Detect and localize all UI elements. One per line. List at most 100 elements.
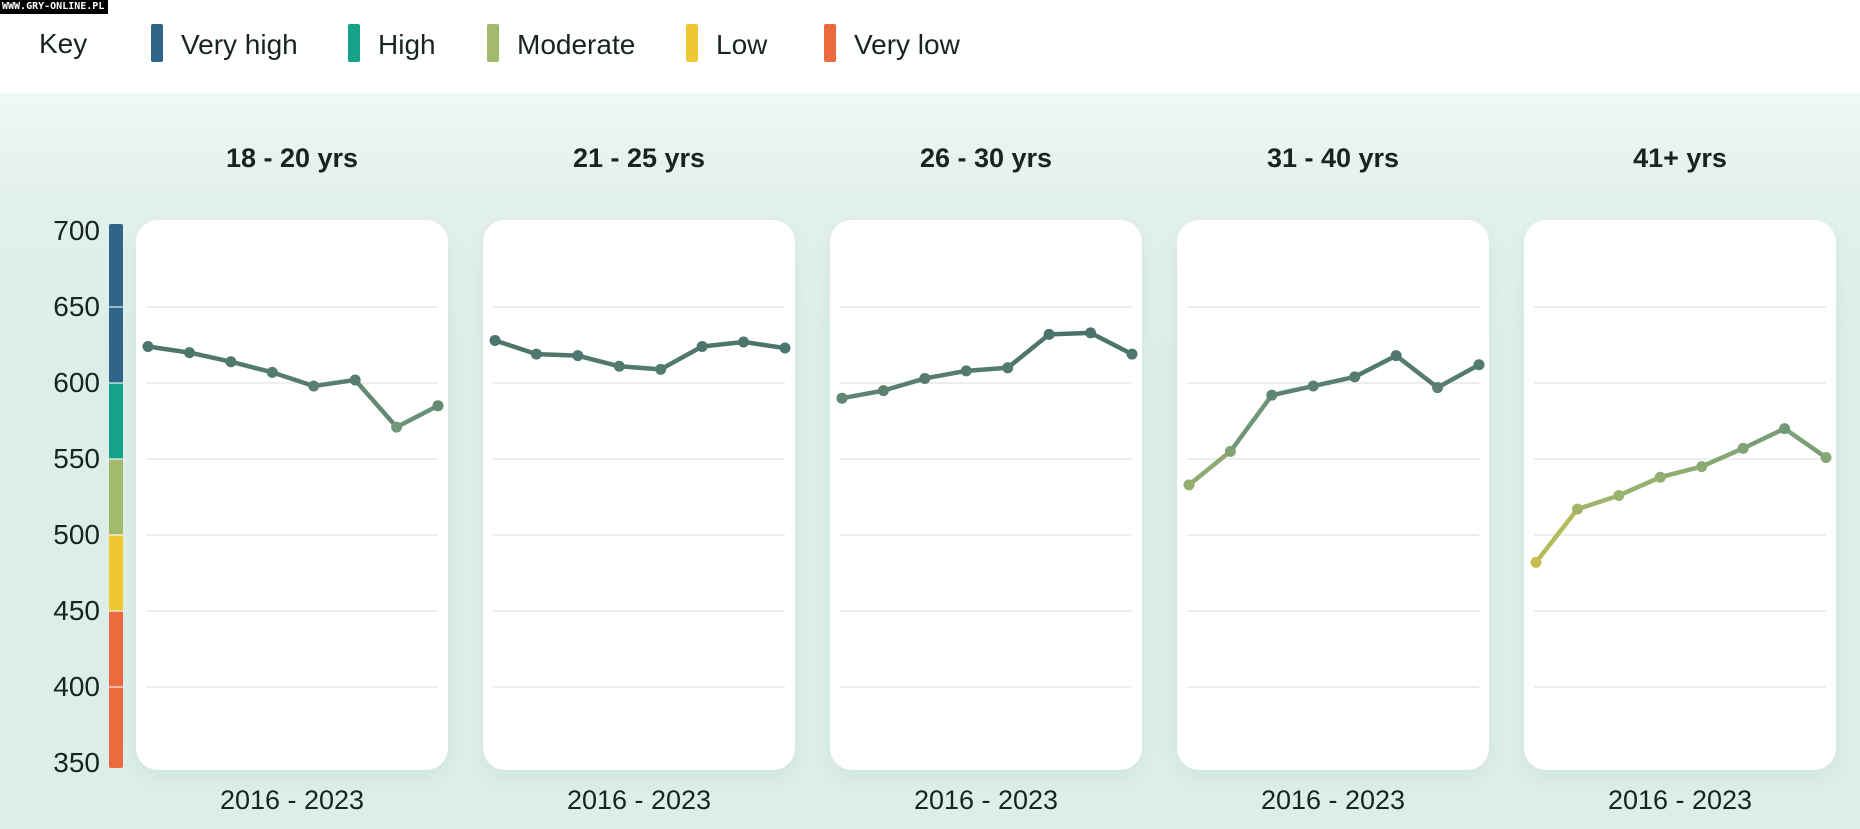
watermark: WWW.GRY-ONLINE.PL	[0, 0, 109, 14]
colorbar-separator	[109, 382, 123, 384]
colorbar-separator	[109, 534, 123, 536]
data-point	[1183, 479, 1195, 491]
data-point	[1266, 389, 1278, 401]
chart-title: 41+ yrs	[1633, 143, 1727, 173]
chart-card	[1177, 220, 1489, 770]
y-axis-tick: 700	[53, 215, 100, 246]
data-point	[1002, 362, 1014, 374]
series-line-segment	[1699, 446, 1746, 469]
y-axis-tick: 400	[53, 671, 100, 702]
key-item-label: High	[378, 29, 436, 60]
series-line-segment	[1088, 330, 1135, 357]
series-line-segment	[1782, 426, 1829, 460]
series-line-segment	[881, 376, 928, 393]
series-line-segment	[1311, 374, 1357, 389]
data-point	[836, 392, 848, 404]
series-line-segment	[658, 344, 705, 372]
data-point	[1571, 503, 1583, 515]
data-point	[919, 372, 931, 384]
y-axis-tick: 500	[53, 519, 100, 550]
key-item-label: Low	[716, 29, 768, 60]
chart-title: 18 - 20 yrs	[225, 143, 359, 173]
series-line-segment	[352, 377, 399, 430]
data-point	[142, 341, 154, 353]
colorbar-separator	[109, 686, 123, 688]
key-swatch	[487, 24, 499, 62]
series-line-segment	[1393, 353, 1440, 390]
series-line-segment	[1658, 464, 1704, 480]
key-item-label: Very high	[181, 29, 298, 60]
colorbar-separator	[109, 458, 123, 460]
key-swatch	[151, 24, 163, 62]
series-line-segment	[270, 370, 316, 389]
chart-svg	[489, 306, 791, 688]
y-axis-tick: 600	[53, 367, 100, 398]
chart-svg	[142, 306, 444, 688]
series-line-segment	[1352, 353, 1399, 380]
data-point	[1654, 471, 1666, 483]
chart-title: 21 - 25 yrs	[572, 143, 706, 173]
chart-area: 700 650 600 550 500 450 400 350 18 - 20 yrs 201…	[0, 93, 1860, 829]
series-line-segment	[1616, 474, 1663, 498]
chart-card	[830, 220, 1142, 770]
key-swatch	[824, 24, 836, 62]
series-line-segment	[575, 353, 622, 369]
key-legend: Very high High Moderate Low Very low	[0, 0, 1860, 93]
data-point	[613, 360, 625, 372]
data-point	[530, 348, 542, 360]
series-line-segment	[1005, 332, 1052, 371]
key-label: Key	[39, 28, 88, 59]
data-point	[1696, 461, 1708, 473]
colorbar-band-low	[109, 535, 123, 611]
series-line-segment	[1186, 449, 1233, 488]
data-point	[1043, 328, 1055, 340]
data-point	[1224, 445, 1236, 457]
data-point	[308, 380, 320, 392]
series-line-segment	[145, 344, 192, 355]
key-item-label: Moderate	[517, 29, 636, 60]
data-point	[1737, 442, 1749, 454]
series-line-segment	[699, 339, 746, 349]
series-line-segment	[228, 359, 275, 375]
data-point	[877, 385, 889, 397]
chart-card	[1524, 220, 1836, 770]
series-line-segment	[839, 388, 886, 401]
colorbar-separator	[109, 610, 123, 612]
chart-title: 31 - 40 yrs	[1266, 143, 1400, 173]
data-point	[1432, 382, 1444, 394]
colorbar-band-high	[109, 383, 123, 459]
series-line-segment	[617, 364, 663, 372]
data-point	[696, 341, 708, 353]
chart-svg	[1183, 306, 1485, 688]
data-point	[1307, 380, 1319, 392]
data-point	[655, 363, 667, 375]
series-line-segment	[1269, 383, 1316, 398]
data-point	[266, 366, 278, 378]
series-line-segment	[1228, 392, 1275, 454]
series-line-segment	[311, 377, 358, 389]
series-line-segment	[741, 339, 788, 351]
data-point	[779, 342, 791, 354]
data-point	[432, 400, 444, 412]
data-point	[489, 334, 501, 346]
series-line-segment	[1740, 426, 1787, 451]
x-axis-label: 2016 - 2023	[1607, 785, 1753, 815]
data-point	[1349, 371, 1361, 383]
y-axis-tick: 350	[53, 747, 100, 778]
colorbar-band-very-high	[109, 224, 123, 383]
key-swatch	[348, 24, 360, 62]
series-line-segment	[187, 350, 234, 364]
series-line-segment	[1046, 330, 1093, 337]
data-point	[1779, 423, 1791, 435]
data-point	[1473, 359, 1485, 371]
colorbar-band-very-low	[109, 611, 123, 768]
data-point	[1085, 327, 1097, 339]
series-line-segment	[492, 338, 539, 357]
data-point	[349, 374, 361, 386]
x-axis-label: 2016 - 2023	[566, 785, 712, 815]
key-bar: Key Very high High Moderate Low Very low	[0, 0, 1860, 93]
data-point	[1820, 451, 1832, 463]
data-point	[183, 347, 195, 359]
y-axis-tick: 650	[53, 291, 100, 322]
